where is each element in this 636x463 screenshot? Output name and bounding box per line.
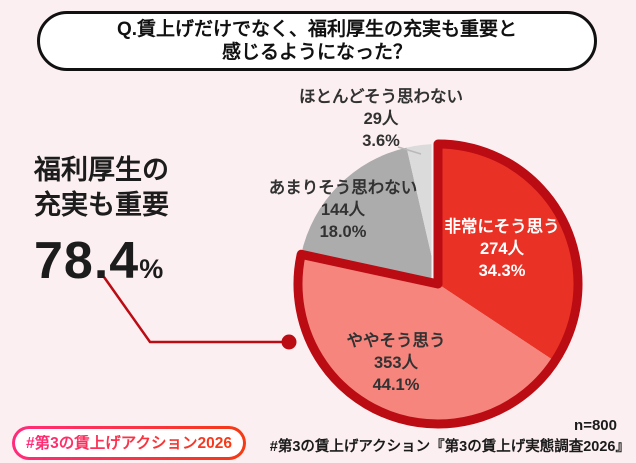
pie-slice-2: [301, 147, 438, 284]
question-title-line1: Q.賃上げだけでなく、福利厚生の充実も重要と: [116, 19, 518, 40]
campaign-badge-inner: #第3の賃上げアクション2026: [15, 429, 243, 457]
highlight-line1: 福利厚生の: [34, 155, 169, 185]
source-label: #第3の賃上げアクション『第3の賃上げ実態調査2026』: [269, 439, 630, 455]
highlight-percentage: 78.4: [34, 232, 140, 290]
highlight-value: 78.4%: [34, 231, 169, 291]
leader-line-small: [397, 146, 422, 155]
campaign-badge: #第3の賃上げアクション2026: [12, 426, 246, 460]
question-title-box: Q.賃上げだけでなく、福利厚生の充実も重要と 感じるようになった？: [37, 11, 597, 71]
highlight-block: 福利厚生の 充実も重要 78.4%: [34, 153, 169, 291]
pie-slice-3: [406, 144, 438, 284]
pie-slice-1: [298, 254, 555, 424]
highlight-group-outline: [293, 139, 583, 429]
campaign-badge-label: #第3の賃上げアクション2026: [26, 435, 232, 452]
footer: n=800 #第3の賃上げアクション『第3の賃上げ実態調査2026』: [270, 417, 630, 456]
highlight-line2: 充実も重要: [34, 190, 169, 220]
highlight-percent-sign: %: [139, 254, 164, 284]
sample-size-label: n=800: [574, 417, 617, 434]
leader-dot: [281, 334, 297, 350]
leader-line-main: [102, 276, 283, 344]
question-title-line2: 感じるようになった？: [221, 42, 412, 63]
